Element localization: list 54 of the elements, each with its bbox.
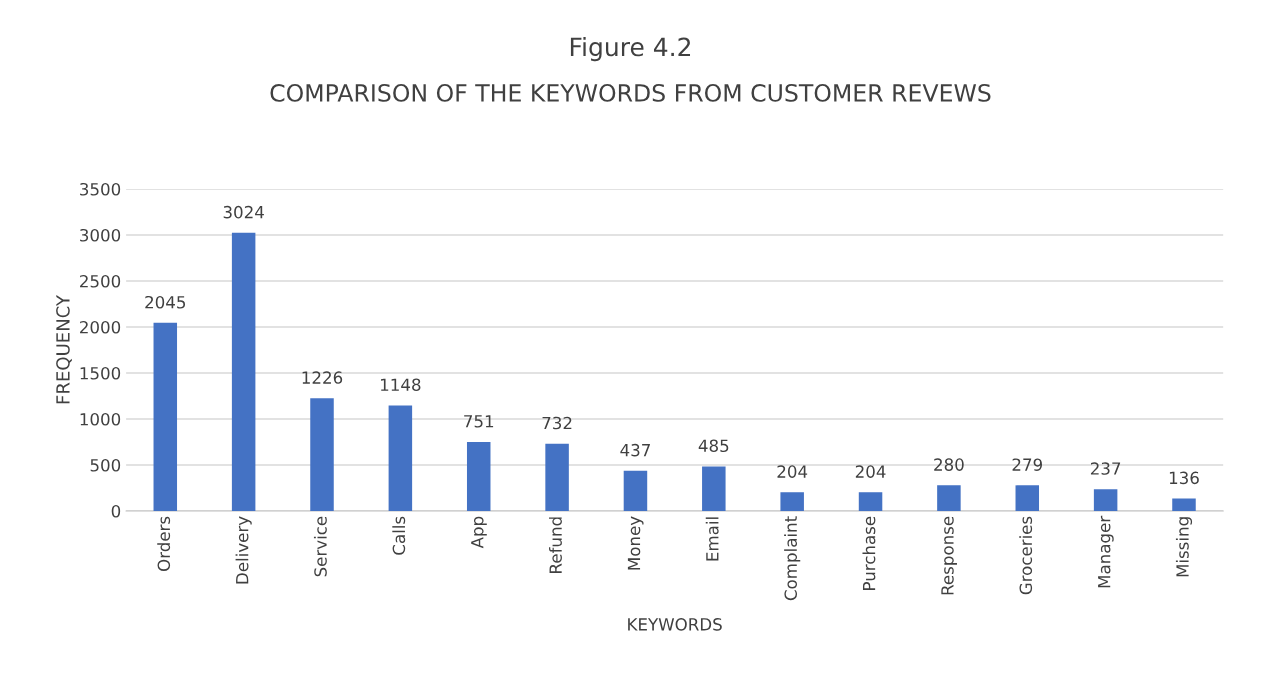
data-label: 204 [777, 465, 808, 478]
x-axis-title: KEYWORDS [628, 618, 722, 631]
data-label: 1226 [302, 371, 343, 384]
bar [466, 441, 491, 511]
x-tick-label: Manager [1098, 515, 1114, 588]
y-tick-label: 500 [90, 458, 121, 472]
data-label: 2045 [145, 295, 186, 309]
x-tick-label: Delivery [235, 516, 252, 584]
bar [1172, 498, 1196, 511]
bar [1093, 489, 1118, 511]
bar [623, 470, 648, 511]
data-label: 136 [1169, 471, 1199, 485]
data-label: 280 [934, 458, 964, 471]
x-tick-label: Service [313, 516, 327, 577]
bar [388, 405, 413, 511]
bar [780, 492, 804, 511]
bar [858, 492, 883, 511]
data-label: 279 [1012, 458, 1042, 471]
chart-title: Figure 4.2 [570, 37, 691, 62]
data-label: 485 [698, 439, 729, 453]
data-label: 204 [855, 465, 886, 478]
data-label: 437 [620, 443, 650, 457]
chart-subtitle: COMPARISON OF THE KEYWORDS FROM CUSTOMER REVEWS [270, 83, 991, 102]
y-tick-label: 3500 [80, 182, 121, 196]
data-label: 1148 [380, 378, 421, 392]
x-tick-label: Calls [392, 516, 406, 555]
data-label: 732 [542, 416, 572, 430]
x-tick-label: Money [627, 516, 644, 570]
bar [545, 443, 569, 511]
bar [310, 398, 334, 511]
x-tick-label: Refund [549, 517, 562, 573]
y-tick-label: 2000 [80, 320, 121, 334]
y-axis-title: FREQUENCY [56, 294, 72, 404]
x-tick-label: Groceries [1019, 516, 1033, 595]
bar [702, 466, 726, 511]
x-tick-label: Complaint [784, 516, 801, 601]
y-tick-label: 1000 [80, 412, 121, 426]
x-tick-label: Email [705, 517, 719, 561]
data-label: 751 [464, 415, 494, 428]
y-tick-label: 3000 [80, 228, 121, 242]
x-tick-label: Orders [157, 516, 171, 571]
bar [153, 322, 178, 511]
data-label: 237 [1090, 462, 1121, 475]
bar [937, 485, 961, 511]
x-tick-label: Purchase [862, 516, 876, 590]
x-tick-label: Missing [1175, 517, 1193, 577]
y-tick-label: 0 [111, 504, 121, 518]
data-label: 3024 [223, 205, 264, 219]
x-tick-label: App [471, 516, 487, 549]
bar [231, 232, 256, 511]
y-tick-label: 2500 [80, 274, 121, 288]
y-tick-label: 1500 [80, 366, 121, 380]
x-tick-label: Response [941, 516, 957, 595]
bar [1015, 485, 1040, 511]
